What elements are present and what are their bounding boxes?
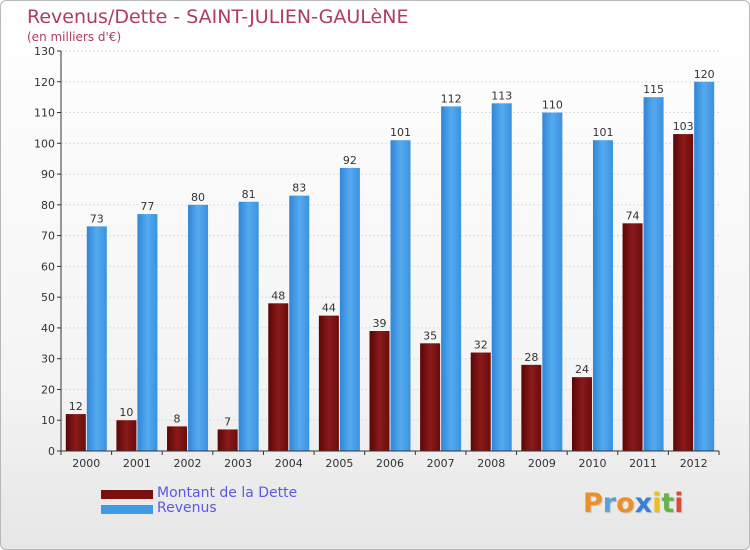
y-tick-label: 0 <box>48 445 55 458</box>
data-label-revenus: 115 <box>643 83 664 96</box>
y-tick-label: 70 <box>41 230 55 243</box>
logo-letter: t <box>661 488 675 519</box>
bar-revenus <box>491 103 512 452</box>
logo-letter: i <box>652 488 662 519</box>
x-tick-label: 2006 <box>376 457 404 470</box>
x-tick-label: 2000 <box>72 457 100 470</box>
y-tick-label: 130 <box>34 45 55 58</box>
data-label-debt: 74 <box>626 209 640 222</box>
data-label-revenus: 80 <box>191 191 205 204</box>
data-label-revenus: 112 <box>441 92 462 105</box>
x-tick-label: 2010 <box>578 457 606 470</box>
bar-revenus <box>542 112 563 452</box>
x-tick-label: 2012 <box>680 457 708 470</box>
x-tick-label: 2005 <box>325 457 353 470</box>
data-label-revenus: 77 <box>140 200 154 213</box>
bar-revenus <box>441 106 462 451</box>
data-label-revenus: 120 <box>694 68 715 81</box>
logo-letter: i <box>674 488 684 519</box>
logo-letter: r <box>602 488 617 519</box>
legend-swatch-debt <box>101 490 153 499</box>
bar-revenus <box>592 140 613 451</box>
data-label-debt: 35 <box>423 329 437 342</box>
y-tick-label: 120 <box>34 76 55 89</box>
bar-revenus <box>238 201 259 451</box>
bar-debt <box>571 377 592 451</box>
legend-swatch-revenus <box>101 505 153 514</box>
bar-revenus <box>390 140 411 451</box>
data-label-debt: 12 <box>69 400 83 413</box>
data-label-revenus: 101 <box>592 126 613 139</box>
bar-debt <box>318 315 339 451</box>
y-tick-label: 10 <box>41 414 55 427</box>
logo-letter: x <box>634 488 653 519</box>
data-label-revenus: 81 <box>242 188 256 201</box>
y-tick-label: 40 <box>41 322 55 335</box>
x-tick-label: 2003 <box>224 457 252 470</box>
bar-revenus <box>694 81 715 452</box>
data-label-debt: 48 <box>271 289 285 302</box>
legend-label-revenus: Revenus <box>157 500 217 516</box>
x-tick-label: 2009 <box>528 457 556 470</box>
proxiti-logo: Proxiti <box>583 488 684 519</box>
legend-label-debt: Montant de la Dette <box>157 485 298 501</box>
data-label-revenus: 73 <box>90 212 104 225</box>
data-label-debt: 28 <box>524 351 538 364</box>
bar-debt <box>167 426 188 451</box>
bar-debt <box>369 331 390 451</box>
data-label-revenus: 92 <box>343 154 357 167</box>
bar-revenus <box>137 214 158 451</box>
data-label-debt: 32 <box>474 339 488 352</box>
bar-debt <box>217 429 238 451</box>
x-tick-label: 2011 <box>629 457 657 470</box>
data-label-debt: 10 <box>119 406 133 419</box>
y-tick-label: 90 <box>41 168 55 181</box>
y-tick-label: 50 <box>41 291 55 304</box>
data-label-debt: 8 <box>174 412 181 425</box>
logo-letter: o <box>616 488 635 519</box>
data-label-debt: 103 <box>673 120 694 133</box>
bar-revenus <box>86 226 107 451</box>
data-label-debt: 24 <box>575 363 589 376</box>
bar-debt <box>470 352 491 451</box>
data-label-debt: 39 <box>373 317 387 330</box>
x-tick-label: 2004 <box>275 457 303 470</box>
bar-debt <box>420 343 441 451</box>
y-tick-label: 30 <box>41 353 55 366</box>
y-tick-label: 100 <box>34 137 55 150</box>
bar-revenus <box>339 167 360 451</box>
y-tick-label: 20 <box>41 383 55 396</box>
x-tick-label: 2001 <box>123 457 151 470</box>
bar-debt <box>622 223 643 451</box>
bar-debt <box>673 134 694 452</box>
bar-debt <box>521 364 542 451</box>
bar-debt <box>116 420 137 451</box>
bar-revenus <box>289 195 310 451</box>
x-tick-label: 2008 <box>477 457 505 470</box>
y-tick-label: 60 <box>41 260 55 273</box>
chart-title: Revenus/Dette - SAINT-JULIEN-GAULèNE <box>27 6 409 28</box>
y-tick-label: 80 <box>41 199 55 212</box>
data-label-revenus: 110 <box>542 99 563 112</box>
data-label-debt: 7 <box>224 415 231 428</box>
logo-letter: P <box>583 488 603 519</box>
x-tick-label: 2007 <box>427 457 455 470</box>
y-tick-label: 110 <box>34 107 55 120</box>
data-label-revenus: 101 <box>390 126 411 139</box>
bar-debt <box>65 414 86 451</box>
data-label-revenus: 113 <box>491 89 512 102</box>
bar-debt <box>268 303 289 451</box>
data-label-debt: 44 <box>322 302 336 315</box>
bar-revenus <box>188 204 209 451</box>
data-label-revenus: 83 <box>292 182 306 195</box>
x-tick-label: 2002 <box>174 457 202 470</box>
bar-revenus <box>643 97 664 452</box>
chart-subtitle: (en milliers d'€) <box>27 30 122 44</box>
